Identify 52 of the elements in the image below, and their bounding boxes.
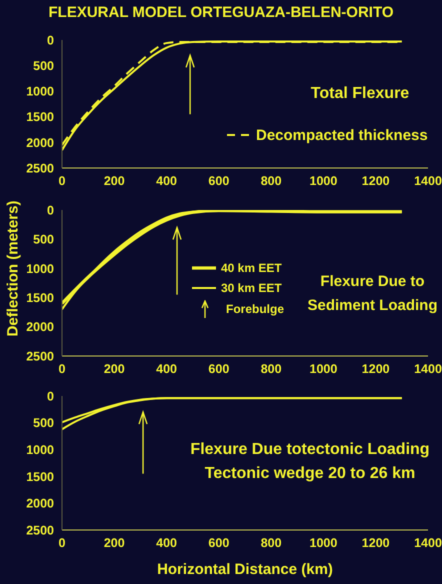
x-tick-label: 1200 bbox=[362, 536, 390, 550]
y-tick-label: 1000 bbox=[26, 84, 54, 99]
y-tick-label: 0 bbox=[47, 389, 54, 404]
x-tick-label: 1400 bbox=[414, 362, 442, 376]
x-tick-label: 400 bbox=[156, 362, 178, 376]
chart-title: FLEXURAL MODEL ORTEGUAZA-BELEN-ORITO bbox=[48, 4, 394, 21]
x-tick-label: 800 bbox=[260, 536, 282, 550]
x-tick-label: 1000 bbox=[310, 536, 338, 550]
y-tick-label: 2000 bbox=[26, 496, 54, 511]
y-tick-label: 0 bbox=[47, 203, 54, 218]
y-tick-label: 1500 bbox=[26, 291, 54, 306]
y-tick-label: 2500 bbox=[26, 523, 54, 538]
y-tick-label: 500 bbox=[33, 416, 54, 430]
x-tick-label: 200 bbox=[104, 362, 125, 376]
x-axis-title: Horizontal Distance (km) bbox=[157, 561, 333, 578]
x-tick-label: 1400 bbox=[414, 536, 442, 550]
x-tick-label: 800 bbox=[260, 174, 282, 188]
x-tick-label: 1200 bbox=[362, 174, 390, 188]
y-tick-label: 500 bbox=[33, 232, 54, 247]
x-tick-label: 1000 bbox=[310, 174, 338, 188]
x-tick-label: 1400 bbox=[414, 174, 442, 188]
annotation: Total Flexure bbox=[310, 84, 410, 104]
x-tick-label: 1000 bbox=[310, 362, 338, 376]
x-tick-label: 400 bbox=[156, 174, 178, 188]
x-tick-label: 1200 bbox=[362, 362, 390, 376]
y-tick-label: 2500 bbox=[26, 349, 54, 364]
x-tick-label: 200 bbox=[104, 536, 125, 550]
y-tick-label: 2000 bbox=[26, 320, 54, 334]
x-tick-label: 0 bbox=[58, 536, 66, 550]
x-tick-label: 800 bbox=[260, 362, 282, 376]
y-tick-label: 2000 bbox=[26, 136, 54, 150]
y-tick-label: 1000 bbox=[26, 262, 54, 276]
legend-label: Decompacted thickness bbox=[256, 126, 428, 144]
y-tick-label: 1000 bbox=[26, 443, 54, 458]
legend-label: 30 km EET bbox=[221, 281, 282, 295]
y-tick-label: 1500 bbox=[26, 110, 54, 124]
x-tick-label: 600 bbox=[208, 536, 230, 550]
y-tick-label: 2500 bbox=[26, 161, 54, 176]
x-tick-label: 0 bbox=[58, 174, 66, 188]
x-tick-label: 600 bbox=[208, 174, 230, 188]
legend-label: 40 km EET bbox=[221, 261, 282, 275]
x-tick-label: 600 bbox=[208, 362, 230, 376]
annotation: Flexure Due to Sediment Loading bbox=[306, 272, 438, 316]
x-tick-label: 200 bbox=[104, 174, 125, 188]
legend-label: Forebulge bbox=[226, 302, 284, 316]
y-axis-title: Deflection (meters) bbox=[4, 200, 22, 338]
y-tick-label: 500 bbox=[33, 59, 54, 74]
annotation: Flexure Due totectonic Loading Tectonic wedge 20 to 26 km bbox=[190, 440, 430, 484]
x-tick-label: 400 bbox=[156, 536, 178, 550]
y-tick-label: 0 bbox=[47, 33, 54, 48]
y-tick-label: 1500 bbox=[26, 470, 54, 484]
x-tick-label: 0 bbox=[58, 362, 66, 376]
